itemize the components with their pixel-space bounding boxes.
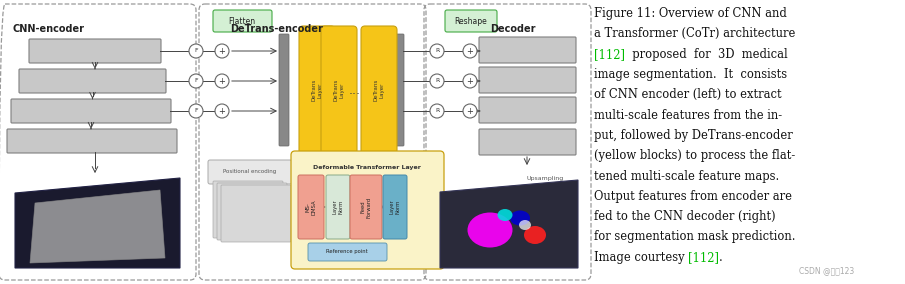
FancyBboxPatch shape [321, 26, 357, 154]
Polygon shape [30, 190, 165, 263]
Circle shape [430, 74, 444, 88]
Text: (yellow blocks) to process the flat-: (yellow blocks) to process the flat- [594, 149, 795, 162]
Polygon shape [440, 180, 578, 268]
FancyBboxPatch shape [29, 39, 161, 63]
FancyBboxPatch shape [19, 69, 166, 93]
FancyBboxPatch shape [11, 99, 171, 123]
Text: Flatten: Flatten [228, 16, 255, 26]
Text: of CNN encoder (left) to extract: of CNN encoder (left) to extract [594, 88, 782, 101]
Text: DeTrans
Layer: DeTrans Layer [311, 79, 322, 101]
Text: Feed
Forward: Feed Forward [360, 196, 371, 218]
Text: multi-scale features from the in-: multi-scale features from the in- [594, 109, 782, 122]
FancyBboxPatch shape [479, 129, 576, 155]
FancyBboxPatch shape [279, 34, 289, 146]
Circle shape [215, 104, 229, 118]
Text: [112]: [112] [689, 251, 719, 264]
Text: Positional encoding: Positional encoding [224, 170, 277, 174]
FancyBboxPatch shape [479, 97, 576, 123]
FancyBboxPatch shape [217, 183, 287, 240]
Text: Layer
Norm: Layer Norm [389, 200, 400, 214]
Text: Upsampling: Upsampling [527, 176, 564, 181]
Text: F: F [195, 108, 198, 114]
Text: DeTrans-encoder: DeTrans-encoder [230, 24, 323, 34]
Text: +: + [219, 76, 225, 85]
FancyBboxPatch shape [299, 26, 335, 154]
Text: R: R [435, 49, 439, 53]
Text: Deformable Transformer Layer: Deformable Transformer Layer [313, 165, 421, 170]
Text: +: + [219, 47, 225, 55]
Circle shape [215, 74, 229, 88]
FancyBboxPatch shape [350, 175, 382, 239]
Text: [112]: [112] [594, 48, 625, 61]
Text: put, followed by DeTrans-encoder: put, followed by DeTrans-encoder [594, 129, 793, 142]
Circle shape [189, 44, 203, 58]
Text: fed to the CNN decoder (right): fed to the CNN decoder (right) [594, 210, 776, 223]
Text: tened multi-scale feature maps.: tened multi-scale feature maps. [594, 170, 779, 183]
Circle shape [463, 74, 477, 88]
FancyBboxPatch shape [221, 185, 291, 242]
Ellipse shape [524, 226, 546, 244]
FancyBboxPatch shape [213, 181, 283, 238]
Polygon shape [15, 178, 180, 268]
FancyBboxPatch shape [298, 175, 324, 239]
Text: a Transformer (CoTr) architecture: a Transformer (CoTr) architecture [594, 28, 795, 40]
FancyBboxPatch shape [326, 175, 350, 239]
FancyBboxPatch shape [361, 26, 397, 154]
FancyBboxPatch shape [7, 129, 177, 153]
Circle shape [430, 104, 444, 118]
Text: MS-
DMSA: MS- DMSA [306, 199, 317, 215]
Circle shape [463, 44, 477, 58]
Text: +: + [219, 106, 225, 116]
Circle shape [189, 74, 203, 88]
Text: CNN-encoder: CNN-encoder [12, 24, 84, 34]
Circle shape [189, 104, 203, 118]
FancyBboxPatch shape [213, 10, 272, 32]
FancyBboxPatch shape [291, 151, 444, 269]
FancyBboxPatch shape [479, 67, 576, 93]
Text: ...: ... [349, 83, 361, 97]
Text: proposed  for  3D  medical: proposed for 3D medical [625, 48, 788, 61]
Text: +: + [467, 106, 473, 116]
Text: Figure 11: Overview of CNN and: Figure 11: Overview of CNN and [594, 7, 787, 20]
Text: Decoder: Decoder [490, 24, 536, 34]
Text: F: F [195, 78, 198, 83]
FancyBboxPatch shape [308, 243, 387, 261]
Text: .: . [719, 251, 723, 264]
Text: F: F [195, 49, 198, 53]
Ellipse shape [519, 220, 531, 230]
Text: Reference point: Reference point [326, 250, 367, 254]
Circle shape [215, 44, 229, 58]
Ellipse shape [498, 209, 512, 221]
Text: CSDN @麻瓜123: CSDN @麻瓜123 [799, 266, 854, 275]
FancyBboxPatch shape [394, 34, 404, 146]
FancyBboxPatch shape [208, 160, 292, 184]
Text: Output features from encoder are: Output features from encoder are [594, 190, 792, 203]
Text: DeTrans
Layer: DeTrans Layer [334, 79, 345, 101]
Text: R: R [435, 108, 439, 114]
Text: +: + [467, 47, 473, 55]
Text: image segmentation.  It  consists: image segmentation. It consists [594, 68, 787, 81]
Circle shape [430, 44, 444, 58]
Text: Reshape: Reshape [454, 16, 488, 26]
Text: DeTrans
Layer: DeTrans Layer [374, 79, 385, 101]
Text: Layer
Norm: Layer Norm [333, 200, 343, 214]
Text: Image courtesy: Image courtesy [594, 251, 689, 264]
FancyBboxPatch shape [479, 37, 576, 63]
Ellipse shape [510, 210, 530, 225]
FancyBboxPatch shape [445, 10, 497, 32]
Text: R: R [435, 78, 439, 83]
Text: for segmentation mask prediction.: for segmentation mask prediction. [594, 231, 795, 243]
Ellipse shape [468, 212, 512, 247]
FancyBboxPatch shape [383, 175, 407, 239]
Circle shape [463, 104, 477, 118]
Text: +: + [467, 76, 473, 85]
